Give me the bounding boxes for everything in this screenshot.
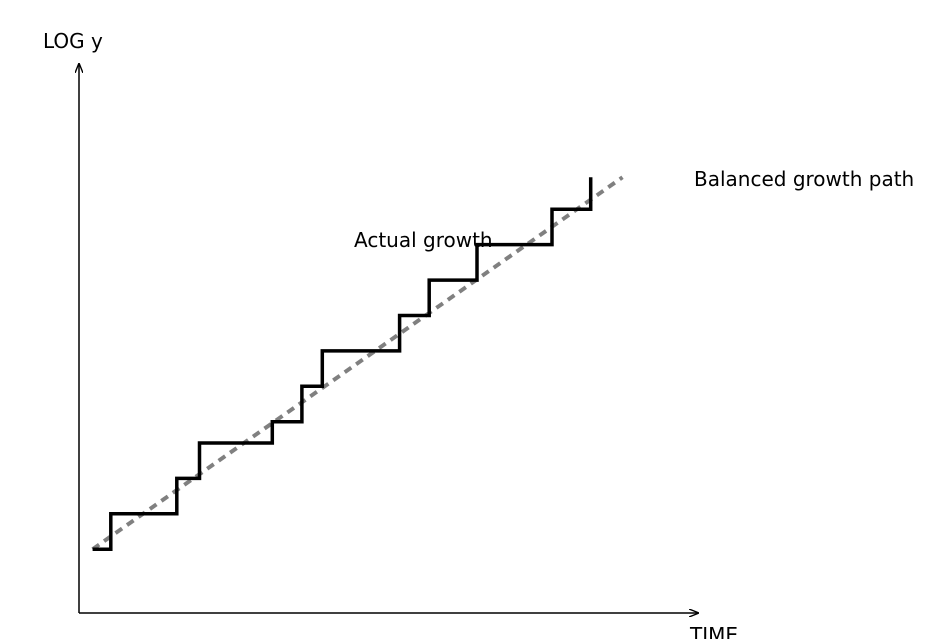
balanced-growth-path-line bbox=[91, 175, 624, 551]
x-axis-label: TIME bbox=[689, 623, 738, 639]
actual-growth-line bbox=[92, 177, 593, 551]
y-axis-label: LOG y bbox=[43, 29, 103, 53]
series-label-balanced-growth-path: Balanced growth path bbox=[694, 167, 914, 191]
series-layer bbox=[91, 175, 624, 551]
series-label-actual-growth: Actual growth bbox=[354, 228, 493, 252]
